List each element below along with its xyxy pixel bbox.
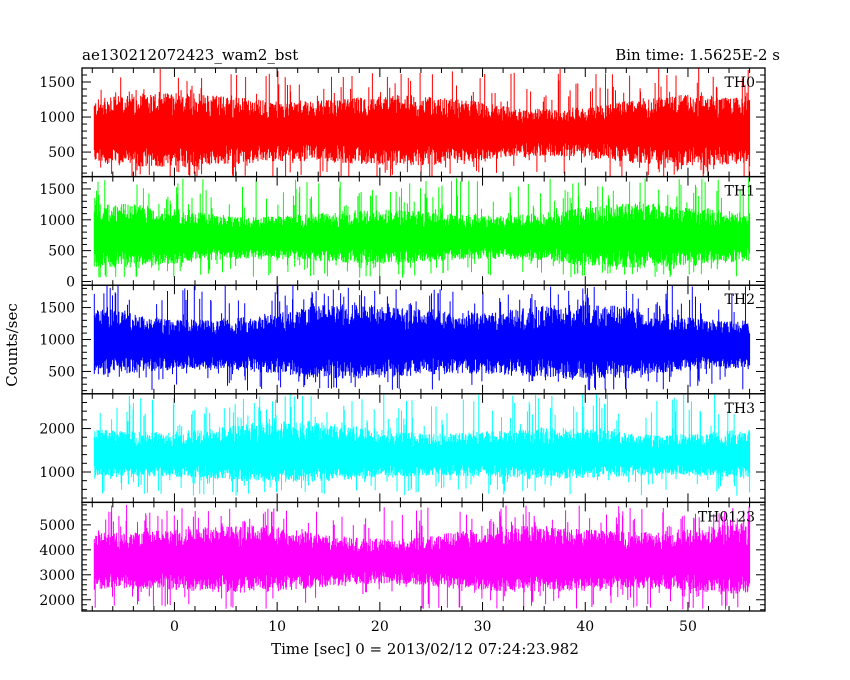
chart-title: ae130212072423_wam2_bst [82, 46, 298, 64]
panel-th2: 500 1000 1500 TH2 [39, 284, 766, 395]
panel-label-th2: TH2 [725, 292, 755, 308]
y-tick-label: 2000 [39, 422, 75, 438]
y-tick-label: 4000 [39, 543, 75, 559]
y-axis-label: Counts/sec [3, 303, 21, 387]
y-tick-label: 1000 [39, 213, 75, 229]
y-tick-label: 2000 [39, 593, 75, 609]
y-tick-label: 0 [66, 274, 75, 290]
y-tick-label: 1500 [39, 75, 75, 91]
panel-th0123: 2000 3000 4000 5000 TH0123 [39, 501, 766, 612]
x-tick-label: 40 [576, 619, 594, 635]
x-tick-label: 20 [371, 619, 389, 635]
panel-th0: 500 1000 1500 TH0 [39, 67, 766, 178]
bin-time-label: Bin time: 1.5625E-2 s [615, 46, 780, 64]
x-tick-label: 30 [474, 619, 492, 635]
panel-th3: 1000 2000 TH3 [39, 393, 766, 504]
y-tick-label: 1500 [39, 182, 75, 198]
series-th3-trace [93, 393, 751, 496]
series-th2-trace [93, 285, 751, 391]
y-tick-label: 500 [48, 145, 75, 161]
y-tick-label: 500 [48, 244, 75, 260]
y-tick-label: 5000 [39, 518, 75, 534]
y-tick-label: 3000 [39, 568, 75, 584]
y-tick-label: 1000 [39, 110, 75, 126]
series-th0-trace [93, 68, 751, 177]
y-tick-label: 500 [48, 364, 75, 380]
panel-frame [81, 501, 766, 612]
x-tick-label: 50 [679, 619, 697, 635]
series-th0123-trace [93, 504, 751, 610]
y-tick-label: 1500 [39, 301, 75, 317]
series-th1-trace [93, 177, 751, 278]
y-tick-label: 1000 [39, 333, 75, 349]
panel-label-th0: TH0 [725, 75, 755, 91]
y-tick-label: 1000 [39, 465, 75, 481]
panel-label-th1: TH1 [725, 184, 755, 200]
panel-label-th3: TH3 [725, 401, 755, 417]
x-tick-label: 10 [268, 619, 286, 635]
x-axis-label: Time [sec] 0 = 2013/02/12 07:24:23.982 [271, 640, 579, 658]
x-tick-label: 0 [170, 619, 179, 635]
panel-label-th0123: TH0123 [698, 509, 755, 525]
panel-th1: 0 500 1000 1500 TH1 [39, 175, 766, 290]
